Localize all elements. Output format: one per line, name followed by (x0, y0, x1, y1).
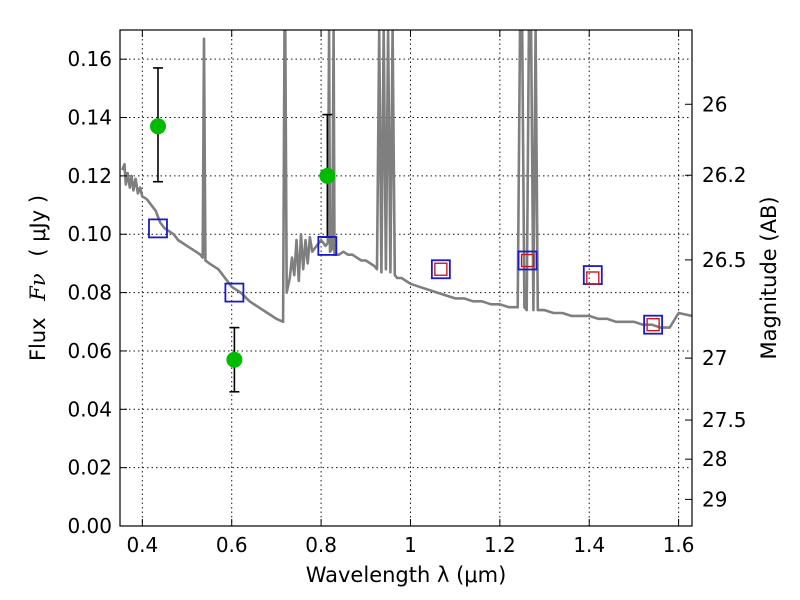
x-tick-label: 1.4 (573, 533, 605, 557)
spectrum-layer (120, 30, 692, 329)
model-point-red (520, 253, 535, 268)
y-tick-label: 0.16 (67, 47, 112, 71)
model-point-blue (317, 236, 338, 256)
magnitude-tick-label: 27.5 (702, 408, 747, 432)
magnitude-tick-label: 26 (702, 92, 727, 116)
y-tick-label: 0.14 (67, 106, 112, 130)
observed-point (319, 167, 336, 184)
model-point-blue (148, 218, 168, 239)
x-tick-label: 0.8 (305, 533, 337, 557)
svg-text:Flux Fν ( μJy ): Flux Fν ( μJy ) (26, 195, 50, 361)
y-tick-label: 0.00 (67, 514, 112, 538)
y-tick-label: 0.06 (67, 339, 112, 363)
model-point-blue (224, 282, 245, 303)
x-tick-label: 1.6 (663, 533, 695, 557)
x-tick-label: 0.6 (216, 533, 248, 557)
model-point-red (646, 317, 660, 332)
observed-point (149, 118, 166, 135)
y-axis-title: Flux Fν ( μJy ) (26, 195, 50, 361)
x-axis-title: Wavelength λ (μm) (306, 563, 507, 587)
y-tick-label: 0.04 (67, 397, 112, 421)
model-point-red (434, 262, 448, 276)
plot-background (120, 30, 692, 526)
magnitude-tick-label: 29 (702, 487, 727, 511)
magnitude-tick-label: 27 (702, 346, 727, 370)
y-axis-title-symbol: Fν (26, 273, 50, 302)
points-layer (148, 67, 664, 393)
y-tick-label: 0.08 (67, 281, 112, 305)
model-point-blue (430, 259, 451, 280)
model-point-red (586, 271, 600, 285)
x-tick-label: 1.2 (484, 533, 516, 557)
magnitude-axis-title: Magnitude (AB) (757, 196, 781, 359)
y-axis-title-text: Flux (26, 317, 50, 361)
magnitude-tick-label: 26.2 (702, 163, 747, 187)
y-axis-title-unit: ( μJy ) (26, 195, 50, 257)
model-point-blue (517, 250, 538, 271)
spectrum-line (120, 30, 692, 329)
observed-point-group (149, 67, 166, 183)
observed-point (226, 351, 243, 368)
x-tick-label: 0.4 (126, 533, 158, 557)
magnitude-tick-label: 28 (702, 447, 727, 471)
y-tick-label: 0.12 (67, 164, 112, 188)
y-tick-label: 0.10 (67, 222, 112, 246)
axis-ticks: 0.4 0.6 0.8 1 1.2 1.4 1.6 0.00 0.02 0.04 0.06 0.08 0… (67, 30, 747, 557)
magnitude-tick-label: 26.5 (702, 248, 747, 272)
plot-frame (119, 29, 693, 527)
observed-point-group (226, 326, 243, 393)
y-tick-label: 0.02 (67, 456, 112, 480)
x-tick-label: 1 (404, 533, 417, 557)
model-point-blue (643, 314, 664, 335)
